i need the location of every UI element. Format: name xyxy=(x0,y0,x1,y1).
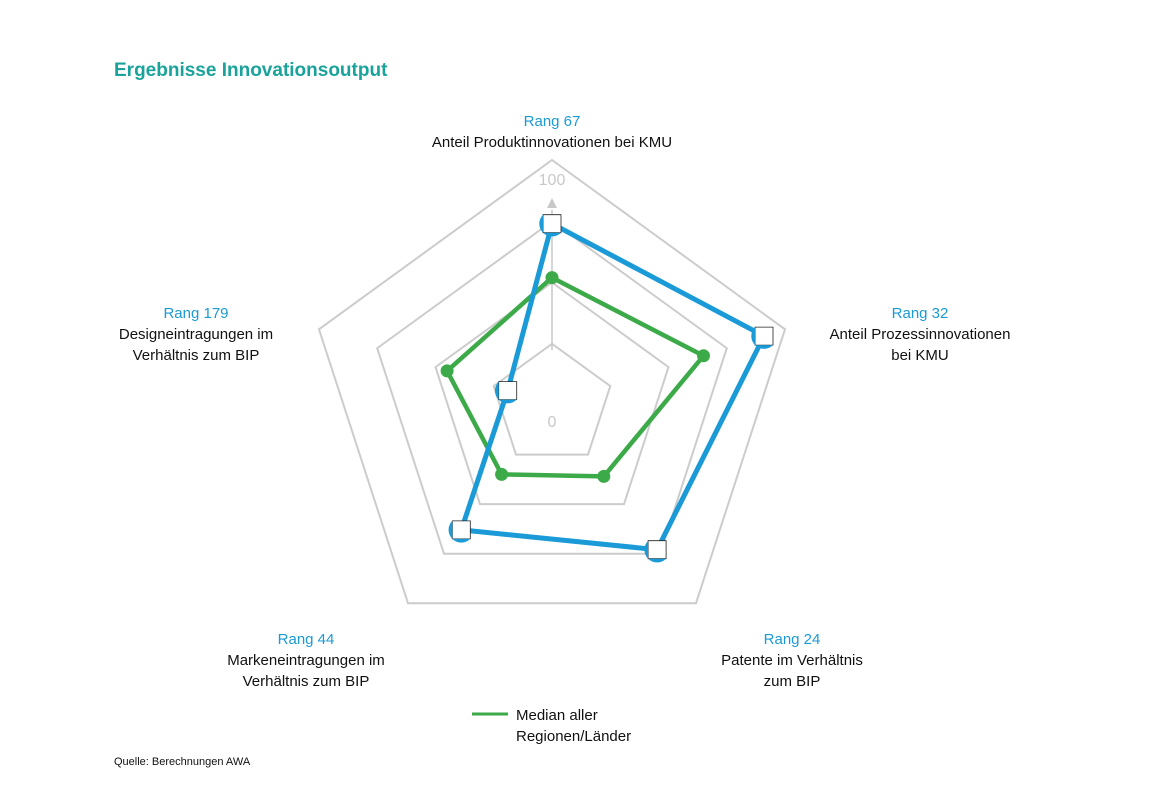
axis-name-4-line-1: Designeintragungen im xyxy=(119,326,273,343)
median-point-3 xyxy=(495,467,509,481)
grid-ring-1 xyxy=(492,342,612,456)
axis-name-3-line-2: Verhältnis zum BIP xyxy=(243,673,370,690)
axis-name-2-line-2: zum BIP xyxy=(764,673,821,690)
scale-label-min: 0 xyxy=(548,414,557,431)
chart-title: Ergebnisse Innovationsoutput xyxy=(114,60,388,81)
axis-label-2: Rang 24 Patente im Verhältnis zum BIP xyxy=(721,631,863,690)
region-point-3 xyxy=(448,520,471,543)
legend-median-label-line-1: Median aller xyxy=(516,707,598,724)
axis-label-4: Rang 179 Designeintragungen im Verhältnis … xyxy=(119,305,273,364)
axis-name-2-line-1: Patente im Verhältnis xyxy=(721,652,863,669)
radar-grid xyxy=(317,158,787,605)
axis-name-1-line-1: Anteil Prozessinnovationen xyxy=(830,326,1011,343)
axis-name-0-line-1: Anteil Produktinnovationen bei KMU xyxy=(432,134,672,151)
axis-name-3-line-1: Markeneintragungen im xyxy=(227,652,385,669)
median-point-2 xyxy=(597,469,611,483)
grid-ring-3 xyxy=(376,220,728,555)
grid-ring-4 xyxy=(317,158,787,605)
region-point-4 xyxy=(494,381,518,404)
region-point-2 xyxy=(644,540,667,563)
series-region-line xyxy=(458,221,767,553)
series-layer xyxy=(440,214,774,563)
axis-name-1-line-2: bei KMU xyxy=(891,347,949,364)
axis-label-1: Rang 32 Anteil Prozessinnovationen bei KMU xyxy=(830,305,1011,364)
region-point-1 xyxy=(751,326,774,349)
axis-name-4-line-2: Verhältnis zum BIP xyxy=(133,347,260,364)
source-note: Quelle: Berechnungen AWA xyxy=(114,756,251,768)
axis-rank-0: Rang 67 xyxy=(524,113,581,130)
axis-labels: Rang 67 Anteil Produktinnovationen bei KM… xyxy=(119,113,1011,690)
median-point-1 xyxy=(697,349,710,363)
grid-ring-2 xyxy=(434,281,670,506)
axis-rank-2: Rang 24 xyxy=(764,631,821,648)
scale-axis: 100 0 xyxy=(539,172,566,431)
axis-label-3: Rang 44 Markeneintragungen im Verhältnis z… xyxy=(227,631,385,690)
axis-rank-1: Rang 32 xyxy=(892,305,949,322)
legend: Median aller Regionen/Länder xyxy=(472,707,631,745)
axis-label-0: Rang 67 Anteil Produktinnovationen bei KM… xyxy=(432,113,672,151)
median-point-0 xyxy=(545,271,559,285)
scale-label-max: 100 xyxy=(539,172,566,189)
series-region xyxy=(448,214,774,563)
axis-rank-4: Rang 179 xyxy=(163,305,228,322)
scale-arrow-icon xyxy=(547,198,557,208)
legend-median-label-line-2: Regionen/Länder xyxy=(516,728,631,745)
region-point-0 xyxy=(539,214,562,237)
axis-rank-3: Rang 44 xyxy=(278,631,335,648)
median-point-4 xyxy=(440,364,454,378)
series-median xyxy=(440,271,710,483)
series-median-line xyxy=(444,275,706,479)
